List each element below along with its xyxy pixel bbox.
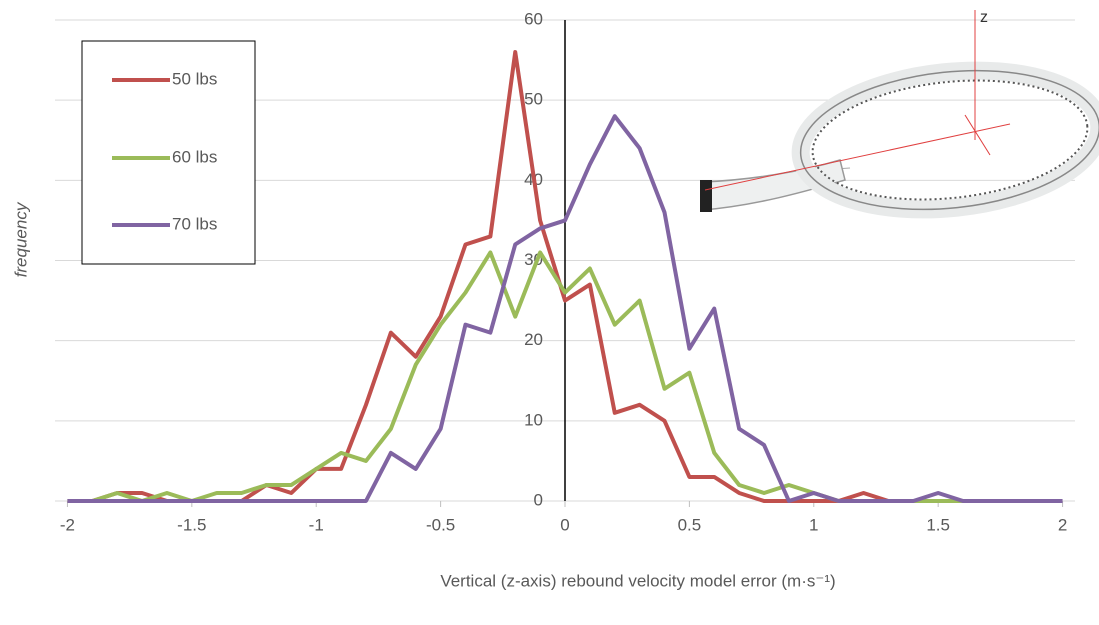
x-tick-label: 1.5 [926, 515, 950, 534]
y-tick-label: 60 [524, 9, 543, 28]
y-tick-label: 20 [524, 330, 543, 349]
y-tick-label: 0 [534, 490, 543, 509]
racket-strings [811, 79, 1089, 201]
series-line [67, 250, 964, 503]
y-axis-label: frequency [11, 201, 30, 277]
series-line [67, 114, 1063, 503]
x-tick-label: 2 [1058, 515, 1067, 534]
y-tick-label: 50 [524, 90, 543, 109]
y-tick-label: 10 [524, 410, 543, 429]
legend-label: 50 lbs [172, 69, 217, 88]
legend-label: 70 lbs [172, 214, 217, 233]
x-tick-label: 0.5 [678, 515, 702, 534]
x-tick-label: -1.5 [177, 515, 206, 534]
legend-label: 60 lbs [172, 147, 217, 166]
inset-label: z [980, 9, 988, 26]
racket-frame-edge [799, 69, 1099, 211]
legend-box [81, 40, 256, 265]
x-tick-label: 0 [560, 515, 569, 534]
racket-grip [700, 180, 712, 212]
x-tick-label: -1 [309, 515, 324, 534]
x-tick-label: 1 [809, 515, 818, 534]
x-tick-label: -0.5 [426, 515, 455, 534]
x-axis-label: Vertical (z-axis) rebound velocity model… [440, 571, 835, 590]
x-tick-label: -2 [60, 515, 75, 534]
racket-image: z [700, 9, 1099, 219]
racket-lateral-axis [964, 114, 991, 156]
racket-long-axis [704, 123, 1011, 191]
